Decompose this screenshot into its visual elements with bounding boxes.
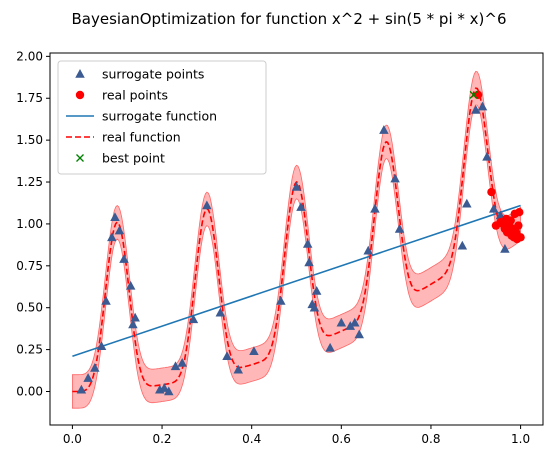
- surrogate-point: [500, 244, 510, 253]
- surrogate-function-line: [72, 204, 521, 358]
- surrogate-point: [296, 202, 306, 211]
- function-lines-layer: [72, 87, 522, 393]
- surrogate-point: [291, 182, 302, 191]
- surrogate-point: [90, 363, 100, 372]
- y-tick-label: 1.75: [16, 91, 43, 105]
- surrogate-point: [177, 358, 187, 367]
- legend-swatch: [75, 69, 85, 78]
- legend-item: real points: [75, 88, 168, 103]
- surrogate-point: [304, 257, 314, 267]
- surrogate-point: [119, 254, 129, 263]
- real-point: [473, 90, 483, 100]
- surrogate-point: [110, 212, 120, 221]
- surrogate-point: [394, 223, 405, 233]
- surrogate-point: [96, 341, 107, 350]
- surrogate-point: [309, 302, 320, 312]
- x-tick-label: 0.4: [242, 432, 261, 446]
- surrogate-point: [222, 351, 232, 361]
- surrogate-point: [336, 317, 347, 327]
- y-tick-label: 0.00: [16, 384, 43, 398]
- surrogate-point: [249, 346, 259, 356]
- legend: surrogate points real points surrogate fun…: [57, 60, 267, 175]
- legend-label: surrogate function: [102, 109, 217, 124]
- best-point-marker: [469, 90, 478, 99]
- surrogate-point: [302, 239, 313, 248]
- surrogate-point: [325, 342, 335, 352]
- real-point: [506, 216, 515, 225]
- y-tick-label: 0.50: [16, 301, 43, 315]
- surrogate-point: [345, 321, 356, 330]
- surrogate-point: [164, 386, 174, 396]
- surrogate-point: [457, 240, 468, 250]
- y-tick-label: 1.00: [16, 217, 43, 231]
- legend-label: best point: [102, 151, 165, 166]
- x-tick-label: 0.2: [152, 432, 171, 446]
- surrogate-point: [390, 173, 400, 183]
- legend-swatch: [75, 90, 85, 100]
- surrogate-point: [125, 280, 136, 290]
- real-point: [515, 207, 524, 217]
- real-point: [516, 233, 525, 242]
- surrogate-point: [233, 364, 243, 374]
- surrogate-point: [482, 151, 492, 161]
- real-function-line: [72, 87, 522, 393]
- legend-item: best point: [76, 151, 165, 166]
- x-tick-label: 1.0: [511, 432, 530, 446]
- surrogate-point: [188, 314, 199, 324]
- x-tick-label: 0.6: [332, 432, 351, 446]
- real-point: [487, 187, 496, 197]
- surrogate-point: [114, 225, 125, 235]
- surrogate-point: [471, 104, 481, 114]
- surrogate-point: [128, 319, 138, 329]
- legend-box: [57, 60, 267, 175]
- y-tick-label: 2.00: [16, 49, 43, 63]
- legend-item: surrogate points: [75, 67, 204, 82]
- surrogate-point: [83, 373, 93, 382]
- surrogate-point: [477, 101, 488, 111]
- surrogate-point: [311, 285, 322, 295]
- axes-layer: 0.0 0.2 0.4 0.6 0.8 1.0 0.00 0.25 0.50 0.75 1.00 1.…: [16, 49, 530, 446]
- surrogate-point: [170, 361, 181, 371]
- surrogate-point: [462, 198, 472, 208]
- y-tick-label: 0.25: [16, 343, 43, 357]
- legend-item: real function: [66, 130, 181, 145]
- surrogate-point: [379, 125, 389, 134]
- surrogate-point: [354, 329, 364, 339]
- x-tick-label: 0.0: [63, 432, 82, 446]
- chart-title: BayesianOptimization for function x^2 + …: [71, 10, 506, 28]
- legend-swatch: [76, 154, 84, 162]
- real-point: [514, 221, 523, 230]
- y-tick-label: 0.75: [16, 259, 43, 273]
- legend-item: surrogate function: [66, 109, 217, 124]
- x-tick-label: 0.8: [421, 432, 440, 446]
- legend-label: real points: [102, 88, 168, 103]
- surrogate-point: [276, 296, 286, 305]
- surrogate-point: [363, 245, 373, 255]
- surrogate-point: [215, 307, 226, 317]
- surrogate-point: [130, 312, 140, 322]
- surrogate-point: [101, 296, 111, 305]
- best-point-stroke: [469, 90, 478, 99]
- surrogate-point: [202, 200, 212, 210]
- points-layer: [76, 90, 525, 396]
- surrogate-point: [107, 232, 117, 242]
- y-tick-label: 1.25: [16, 175, 43, 189]
- surrogate-point: [370, 203, 380, 213]
- surrogate-point: [488, 203, 499, 213]
- surrogate-point: [350, 317, 360, 327]
- surrogate-point: [76, 384, 87, 394]
- surrogate-point: [159, 383, 170, 392]
- legend-label: real function: [102, 130, 181, 145]
- y-tick-label: 1.50: [16, 133, 43, 147]
- plot-frame: [49, 52, 544, 426]
- legend-label: surrogate points: [102, 67, 204, 82]
